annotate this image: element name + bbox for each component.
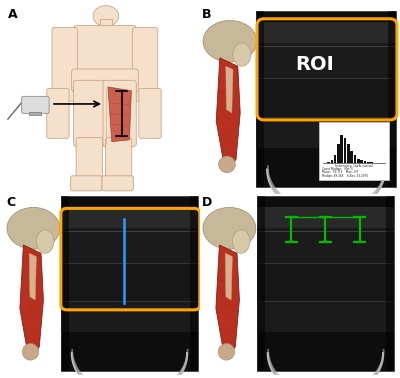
Bar (256, 117, 396, 149)
Bar (357, 158, 360, 163)
Bar (388, 11, 396, 187)
Text: D: D (202, 197, 212, 209)
Ellipse shape (36, 230, 54, 253)
Ellipse shape (203, 20, 257, 62)
Polygon shape (20, 245, 43, 355)
FancyBboxPatch shape (74, 26, 136, 82)
Bar (257, 228, 394, 263)
Bar (61, 228, 198, 263)
Ellipse shape (218, 156, 235, 173)
Bar (61, 263, 198, 301)
Bar (354, 155, 356, 163)
Bar (344, 138, 346, 163)
Polygon shape (226, 66, 233, 113)
Text: ROI: ROI (296, 54, 334, 74)
Polygon shape (216, 245, 239, 355)
Polygon shape (216, 58, 240, 168)
FancyBboxPatch shape (52, 28, 78, 101)
Ellipse shape (203, 208, 256, 249)
Text: Mean:   59.715    Max: 237: Mean: 59.715 Max: 237 (322, 170, 359, 174)
Ellipse shape (93, 6, 119, 26)
Bar (347, 144, 350, 163)
Bar (256, 11, 264, 187)
FancyBboxPatch shape (76, 138, 102, 184)
FancyBboxPatch shape (139, 88, 161, 138)
Bar (257, 207, 394, 228)
Bar (364, 161, 366, 163)
Ellipse shape (22, 344, 39, 360)
Bar (360, 160, 363, 163)
Ellipse shape (218, 344, 235, 360)
Polygon shape (76, 28, 135, 79)
Bar (367, 162, 370, 163)
Bar (61, 197, 69, 370)
Text: Intensity (arb.units): Intensity (arb.units) (335, 164, 373, 168)
Polygon shape (108, 87, 131, 142)
Bar (100, 19, 112, 28)
Ellipse shape (233, 43, 251, 66)
Text: Median: 49.344    StDev: 53.2976: Median: 49.344 StDev: 53.2976 (322, 174, 368, 178)
Bar (327, 162, 330, 163)
Ellipse shape (7, 208, 60, 249)
Bar (256, 43, 396, 78)
FancyBboxPatch shape (71, 176, 102, 191)
Bar (30, 112, 41, 115)
Ellipse shape (232, 230, 250, 253)
FancyBboxPatch shape (47, 88, 69, 138)
FancyBboxPatch shape (103, 81, 136, 147)
Bar (256, 22, 396, 43)
Text: B: B (202, 8, 212, 20)
Bar (370, 162, 373, 163)
Bar (334, 155, 336, 163)
Bar (340, 135, 343, 163)
Bar (257, 197, 394, 370)
Bar (386, 197, 394, 370)
Bar (330, 160, 333, 163)
FancyBboxPatch shape (22, 96, 49, 113)
Polygon shape (29, 253, 36, 300)
Text: Count Median:   Min: 0: Count Median: Min: 0 (322, 167, 353, 171)
Bar (257, 197, 265, 370)
Bar (337, 144, 340, 163)
Polygon shape (225, 253, 232, 300)
Bar (257, 301, 394, 332)
FancyBboxPatch shape (106, 138, 132, 184)
FancyBboxPatch shape (102, 176, 133, 191)
Bar (61, 197, 198, 370)
Text: C: C (6, 197, 15, 209)
FancyBboxPatch shape (132, 28, 158, 101)
Text: A: A (8, 8, 18, 20)
Bar (319, 122, 389, 180)
Bar (61, 301, 198, 332)
FancyBboxPatch shape (72, 69, 138, 92)
Bar (257, 263, 394, 301)
Bar (190, 197, 198, 370)
Bar (256, 78, 396, 117)
Bar (61, 207, 198, 228)
FancyBboxPatch shape (74, 81, 105, 147)
Bar (350, 150, 353, 163)
Bar (256, 11, 396, 187)
